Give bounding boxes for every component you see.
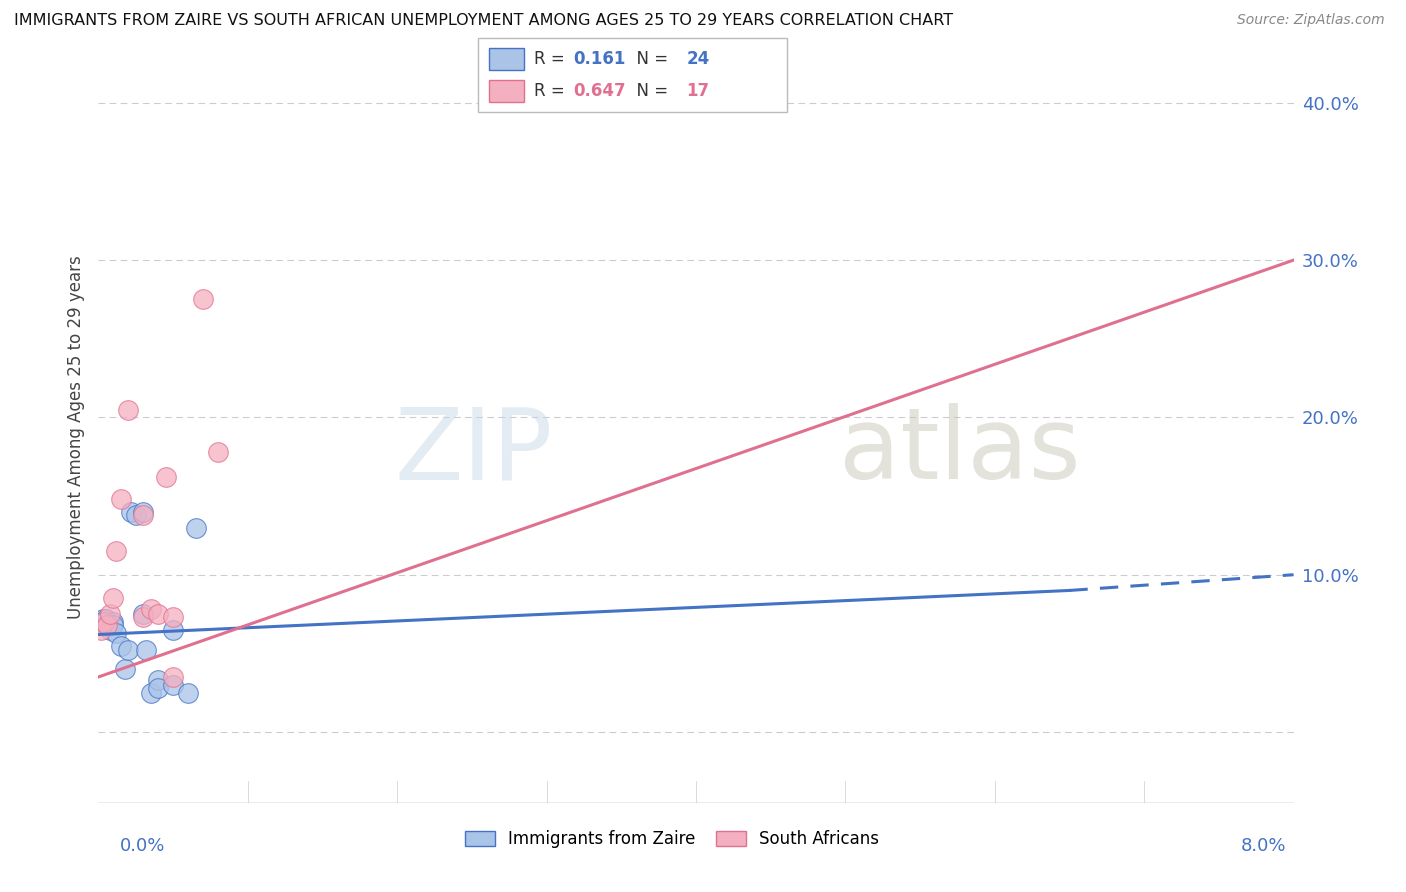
Point xyxy=(125,508,148,522)
Point xyxy=(132,505,155,519)
Point xyxy=(135,643,157,657)
Point xyxy=(91,612,114,626)
Point xyxy=(207,445,229,459)
Point xyxy=(90,623,112,637)
Point xyxy=(132,607,155,621)
Point xyxy=(110,492,132,507)
Point xyxy=(93,615,115,629)
Text: 0.647: 0.647 xyxy=(574,82,626,100)
Text: N =: N = xyxy=(626,82,673,100)
Point xyxy=(162,678,184,692)
Point xyxy=(191,293,214,307)
Text: 0.0%: 0.0% xyxy=(120,837,165,855)
Text: atlas: atlas xyxy=(839,403,1081,500)
Point xyxy=(117,643,139,657)
Text: IMMIGRANTS FROM ZAIRE VS SOUTH AFRICAN UNEMPLOYMENT AMONG AGES 25 TO 29 YEARS CO: IMMIGRANTS FROM ZAIRE VS SOUTH AFRICAN U… xyxy=(14,13,953,29)
Y-axis label: Unemployment Among Ages 25 to 29 years: Unemployment Among Ages 25 to 29 years xyxy=(66,255,84,619)
Point xyxy=(98,607,122,621)
Text: R =: R = xyxy=(534,82,571,100)
Point xyxy=(94,612,117,626)
Text: N =: N = xyxy=(626,50,673,68)
Point xyxy=(155,470,177,484)
Text: 0.161: 0.161 xyxy=(574,50,626,68)
Point xyxy=(98,623,122,637)
Point xyxy=(96,618,118,632)
Point xyxy=(103,591,125,606)
Legend: Immigrants from Zaire, South Africans: Immigrants from Zaire, South Africans xyxy=(457,822,887,856)
Point xyxy=(90,618,112,632)
Point xyxy=(132,508,155,522)
Point xyxy=(148,681,170,695)
Point xyxy=(120,505,142,519)
Point xyxy=(105,544,128,558)
Point xyxy=(139,602,162,616)
Point xyxy=(93,615,115,629)
Text: 8.0%: 8.0% xyxy=(1241,837,1286,855)
Text: R =: R = xyxy=(534,50,571,68)
Point xyxy=(132,610,155,624)
Point xyxy=(117,402,139,417)
Text: Source: ZipAtlas.com: Source: ZipAtlas.com xyxy=(1237,13,1385,28)
Point xyxy=(162,610,184,624)
Point xyxy=(184,520,207,534)
Point xyxy=(96,618,118,632)
Text: 24: 24 xyxy=(686,50,710,68)
Point xyxy=(103,618,125,632)
Point xyxy=(148,673,170,687)
Point xyxy=(148,607,170,621)
Point xyxy=(114,662,136,676)
Point xyxy=(103,615,125,629)
Point xyxy=(105,626,128,640)
Point xyxy=(162,670,184,684)
Point xyxy=(110,639,132,653)
Point xyxy=(139,686,162,700)
Point xyxy=(177,686,200,700)
Text: 17: 17 xyxy=(686,82,709,100)
Point xyxy=(162,623,184,637)
Text: ZIP: ZIP xyxy=(394,403,553,500)
